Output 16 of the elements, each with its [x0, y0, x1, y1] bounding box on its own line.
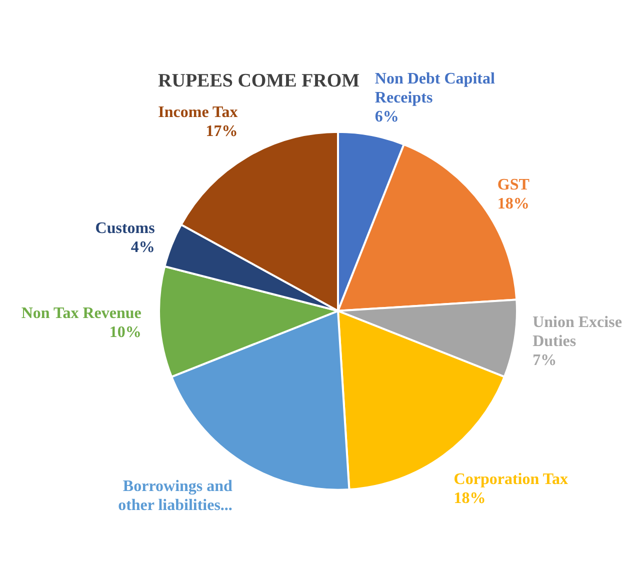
data-label: 4% [130, 239, 155, 256]
slice-label: Non Debt Capital Receipts [374, 70, 496, 107]
slice-label: GST [497, 176, 530, 194]
data-label: 7% [532, 352, 557, 369]
data-label: 18% [454, 490, 486, 507]
slice-label: Corporation Tax [454, 470, 568, 488]
slice-label: Borrowings and other liabilities... [118, 478, 233, 514]
slice-label: Income Tax [158, 104, 238, 121]
slice-label: Non Tax Revenue [21, 304, 142, 322]
slice-label: Union Excise Duties [532, 314, 622, 350]
slice-label: Customs [95, 220, 155, 238]
data-label: 18% [497, 196, 530, 213]
data-label: 10% [109, 324, 142, 341]
data-label: 6% [374, 108, 399, 126]
chart-title: RUPEES COME FROM [158, 70, 360, 92]
data-label: 17% [206, 122, 238, 140]
